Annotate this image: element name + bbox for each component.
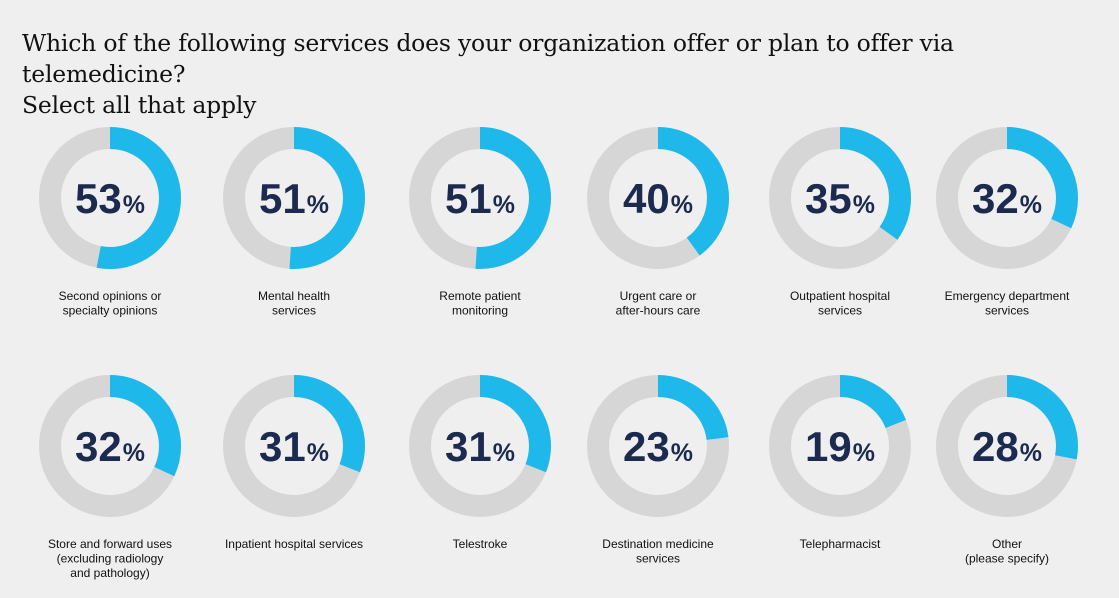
donut-value-label: 19% [805, 423, 875, 470]
donut-value-arc [409, 127, 551, 269]
donut-10: 23% Destination medicine services [587, 375, 729, 566]
donut-8: 31% Inpatient hospital services [223, 375, 365, 551]
donut-value-label: 53% [75, 175, 145, 222]
donut-6: 32% Emergency department services [936, 127, 1078, 318]
donut-value-arc [936, 127, 1078, 269]
donut-4: 40% Urgent care or after-hours care [587, 127, 729, 318]
donut-category-label: Destination medicine services [602, 537, 714, 566]
donut-9: 31% Telestroke [409, 375, 551, 551]
donut-5: 35% Outpatient hospital services [769, 127, 911, 318]
donut-value-label: 51% [445, 175, 515, 222]
donut-category-label: Outpatient hospital services [790, 289, 890, 318]
donut-category-label: Inpatient hospital services [225, 537, 363, 551]
chart-title-line-2: Select all that apply [22, 91, 257, 119]
donut-value-label: 51% [259, 175, 329, 222]
donut-category-label: Mental health services [258, 289, 330, 318]
donut-value-arc [223, 127, 365, 269]
donut-value-label: 32% [75, 423, 145, 470]
donut-category-label: Telepharmacist [800, 537, 881, 551]
donut-value-label: 28% [972, 423, 1042, 470]
donut-value-arc [39, 127, 181, 269]
donut-value-arc [587, 375, 729, 517]
donut-category-label: Telestroke [453, 537, 508, 551]
donut-1: 53% Second opinions or specialty opinions [39, 127, 181, 318]
donut-value-arc [769, 127, 911, 269]
donut-category-label: Remote patient monitoring [439, 289, 521, 318]
donut-value-label: 31% [445, 423, 515, 470]
chart-title: Which of the following services does you… [22, 28, 1119, 121]
donut-value-label: 23% [623, 423, 693, 470]
donut-category-label: Other (please specify) [965, 537, 1049, 566]
donut-category-label: Store and forward uses (excluding radiolo… [48, 537, 172, 580]
donut-12: 28% Other (please specify) [936, 375, 1078, 566]
donut-value-arc [587, 127, 729, 269]
donut-value-arc [769, 375, 911, 517]
donut-value-arc [223, 375, 365, 517]
donut-value-label: 40% [623, 175, 693, 222]
donut-value-label: 32% [972, 175, 1042, 222]
donut-7: 32% Store and forward uses (excluding radi… [39, 375, 181, 580]
donut-value-label: 31% [259, 423, 329, 470]
donut-2: 51% Mental health services [223, 127, 365, 318]
chart-title-line-1: Which of the following services does you… [22, 29, 954, 88]
donut-3: 51% Remote patient monitoring [409, 127, 551, 318]
donut-value-label: 35% [805, 175, 875, 222]
donut-category-label: Urgent care or after-hours care [616, 289, 701, 318]
donut-value-arc [936, 375, 1078, 517]
donut-11: 19% Telepharmacist [769, 375, 911, 551]
donut-value-arc [409, 375, 551, 517]
donut-category-label: Emergency department services [945, 289, 1070, 318]
donut-value-arc [39, 375, 181, 517]
donut-category-label: Second opinions or specialty opinions [59, 289, 162, 318]
